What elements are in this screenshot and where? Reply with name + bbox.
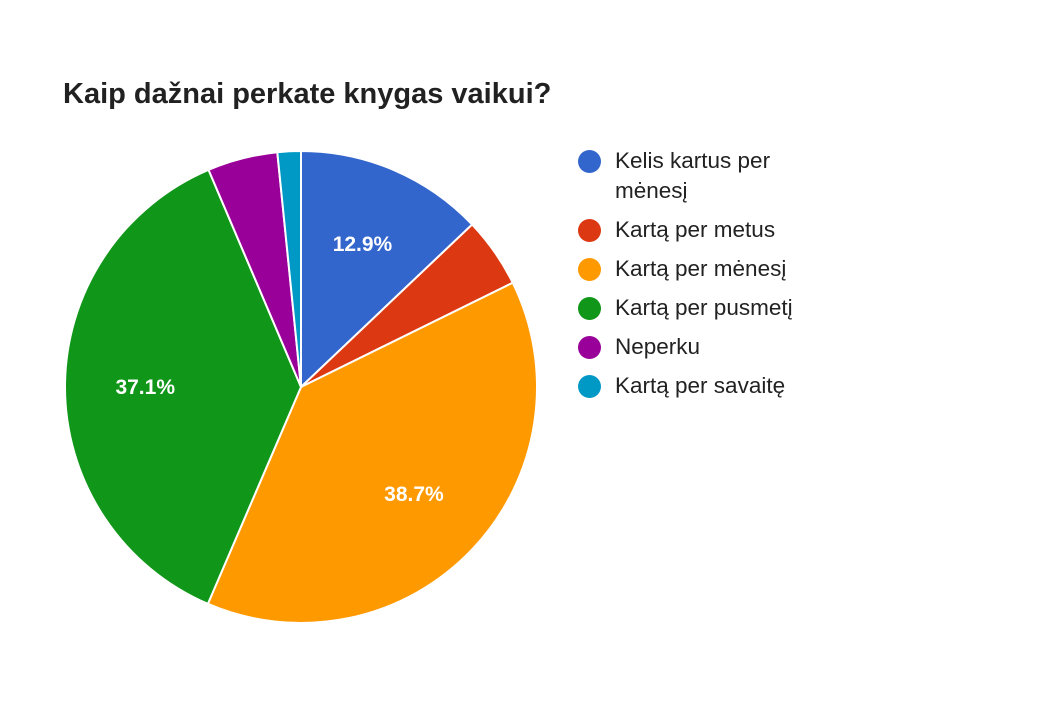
legend-swatch-icon [578, 297, 601, 320]
legend-item[interactable]: Kartą per pusmetį [578, 293, 878, 323]
legend-label: Kartą per metus [615, 217, 776, 242]
slice-data-label: 12.9% [333, 233, 393, 256]
legend-item[interactable]: Neperku [578, 332, 878, 362]
pie-slice[interactable] [63, 168, 303, 606]
legend-swatch-icon [578, 375, 601, 398]
pie-slice[interactable] [300, 149, 474, 390]
legend-label: Kartą per pusmetį [615, 295, 793, 320]
legend-item[interactable]: Kartą per mėnesį [578, 254, 878, 284]
legend-swatch-icon [578, 258, 601, 281]
pie-slice[interactable] [276, 149, 302, 388]
legend-item[interactable]: Kelis kartus per mėnesį [578, 146, 878, 206]
slice-data-label: 38.7% [384, 483, 444, 506]
legend-label: Neperku [615, 334, 701, 359]
legend-swatch-icon [578, 219, 601, 242]
legend-label: Kartą per savaitę [615, 373, 786, 398]
legend-item[interactable]: Kartą per metus [578, 215, 878, 245]
pie-slice[interactable] [206, 281, 538, 624]
slice-data-label: 37.1% [115, 376, 175, 399]
legend-swatch-icon [578, 150, 601, 173]
legend-label: Kartą per mėnesį [615, 256, 787, 281]
legend: Kelis kartus per mėnesį Kartą per metus … [578, 146, 878, 410]
legend-item[interactable]: Kartą per savaitę [578, 371, 878, 401]
chart-title: Kaip dažnai perkate knygas vaikui? [63, 78, 552, 110]
legend-label: Kelis kartus per mėnesį [615, 148, 771, 203]
legend-swatch-icon [578, 336, 601, 359]
